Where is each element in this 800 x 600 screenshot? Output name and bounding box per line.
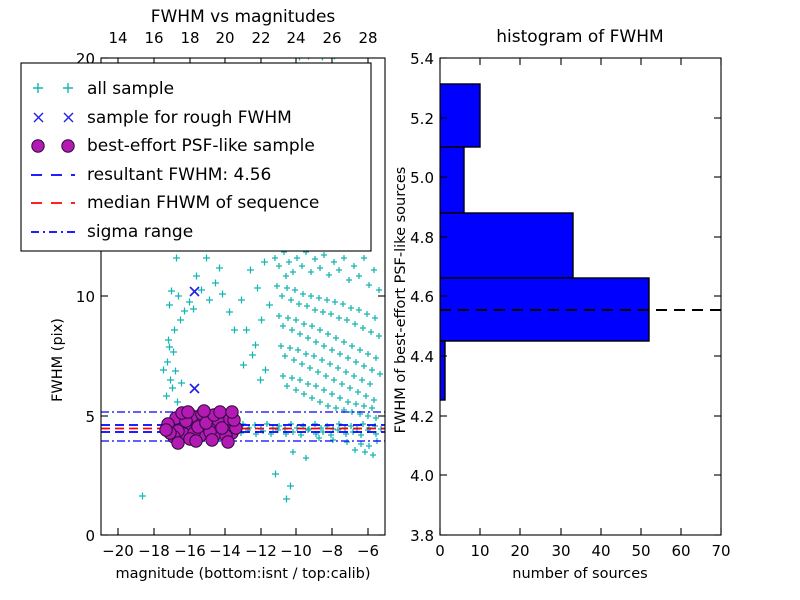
x-tick-label: 70 bbox=[711, 542, 730, 560]
y-tick-label: 0 bbox=[85, 527, 95, 545]
legend-label: sample for rough FWHM bbox=[87, 108, 292, 128]
legend-box bbox=[20, 62, 372, 252]
bottom-tick-label: −8 bbox=[321, 542, 343, 560]
legend[interactable]: all sample sample for rough FWHM best-ef… bbox=[20, 62, 372, 252]
left-panel-scatter: FWHM vs magnitudes 14 16 18 20 22 24 26 … bbox=[50, 7, 386, 582]
histogram-bar bbox=[440, 146, 465, 214]
right-panel-y-ticklabels: 3.8 4.0 4.2 4.4 4.6 4.8 5.0 5.2 5.4 bbox=[410, 50, 434, 545]
left-panel-top-ticklabels: 14 16 18 20 22 24 26 28 bbox=[108, 29, 377, 47]
histogram-bar bbox=[440, 83, 481, 148]
y-tick-label: 5 bbox=[85, 408, 95, 426]
x-tick-label: 40 bbox=[591, 542, 610, 560]
legend-label: resultant FWHM: 4.56 bbox=[87, 165, 271, 185]
top-tick-label: 24 bbox=[286, 29, 305, 47]
y-tick-label: 4.2 bbox=[410, 408, 434, 426]
plus-icon bbox=[33, 83, 73, 93]
top-tick-label: 16 bbox=[144, 29, 163, 47]
left-panel-data-area bbox=[101, 58, 385, 503]
circle-icon bbox=[31, 139, 75, 153]
legend-item-resultant-fwhm[interactable]: resultant FWHM: 4.56 bbox=[31, 165, 271, 185]
legend-item-psf-like[interactable]: best-effort PSF-like sample bbox=[31, 136, 315, 156]
y-tick-label: 4.0 bbox=[410, 467, 434, 485]
right-panel-title: histogram of FWHM bbox=[496, 27, 663, 47]
legend-item-sigma-range[interactable]: sigma range bbox=[31, 222, 193, 242]
x-tick-label: 60 bbox=[671, 542, 690, 560]
y-tick-label: 5.0 bbox=[410, 169, 434, 187]
x-tick-label: 20 bbox=[510, 542, 529, 560]
legend-label: sigma range bbox=[87, 222, 193, 242]
y-tick-label: 3.8 bbox=[410, 527, 434, 545]
x-tick-label: 0 bbox=[435, 542, 445, 560]
right-panel-x-ticklabels: 0 10 20 30 40 50 60 70 bbox=[435, 542, 730, 560]
left-panel-ylabel: FWHM (pix) bbox=[50, 318, 66, 402]
legend-label: median FHWM of sequence bbox=[87, 193, 319, 213]
top-tick-label: 28 bbox=[358, 29, 377, 47]
y-tick-label: 4.8 bbox=[410, 229, 434, 247]
right-panel-data-area bbox=[440, 83, 721, 401]
legend-item-rough-fwhm[interactable]: sample for rough FWHM bbox=[33, 108, 292, 128]
bottom-tick-label: −12 bbox=[245, 542, 277, 560]
bottom-tick-label: −10 bbox=[280, 542, 312, 560]
right-panel-ylabel: FWHM of best-effort PSF-like sources bbox=[393, 167, 409, 434]
series-rough-fwhm bbox=[189, 286, 200, 394]
right-panel-ticks bbox=[439, 57, 722, 536]
legend-item-all-sample[interactable]: all sample bbox=[33, 79, 174, 99]
x-tick-label: 30 bbox=[551, 542, 570, 560]
legend-item-median-fhwm[interactable]: median FHWM of sequence bbox=[31, 193, 319, 213]
bottom-tick-label: −16 bbox=[174, 542, 206, 560]
histogram-bar bbox=[440, 212, 574, 279]
top-tick-label: 22 bbox=[251, 29, 270, 47]
y-tick-label: 4.6 bbox=[410, 288, 434, 306]
right-panel-xlabel: number of sources bbox=[512, 566, 648, 582]
top-tick-label: 26 bbox=[322, 29, 341, 47]
bottom-tick-label: −14 bbox=[209, 542, 241, 560]
bottom-tick-label: −20 bbox=[102, 542, 134, 560]
y-tick-label: 5.4 bbox=[410, 50, 434, 68]
legend-label: best-effort PSF-like sample bbox=[87, 136, 315, 156]
x-tick-label: 10 bbox=[470, 542, 489, 560]
y-tick-label: 10 bbox=[76, 288, 95, 306]
top-tick-label: 14 bbox=[108, 29, 127, 47]
top-tick-label: 20 bbox=[215, 29, 234, 47]
left-panel-title: FWHM vs magnitudes bbox=[151, 7, 336, 27]
left-panel-bottom-ticklabels: −20 −18 −16 −14 −12 −10 −8 −6 bbox=[102, 542, 379, 560]
y-tick-label: 5.2 bbox=[410, 110, 434, 128]
bottom-tick-label: −6 bbox=[357, 542, 379, 560]
cross-icon bbox=[33, 112, 74, 123]
histogram-bar bbox=[440, 340, 446, 401]
right-panel-histogram: histogram of FWHM bbox=[393, 27, 731, 582]
x-tick-label: 50 bbox=[631, 542, 650, 560]
bottom-tick-label: −18 bbox=[138, 542, 170, 560]
top-tick-label: 18 bbox=[180, 29, 199, 47]
y-tick-label: 4.4 bbox=[410, 348, 434, 366]
left-panel-xlabel: magnitude (bottom:isnt / top:calib) bbox=[115, 566, 370, 582]
legend-label: all sample bbox=[87, 79, 174, 99]
histogram-bar bbox=[440, 277, 650, 342]
series-psf-like-sample bbox=[159, 404, 243, 450]
